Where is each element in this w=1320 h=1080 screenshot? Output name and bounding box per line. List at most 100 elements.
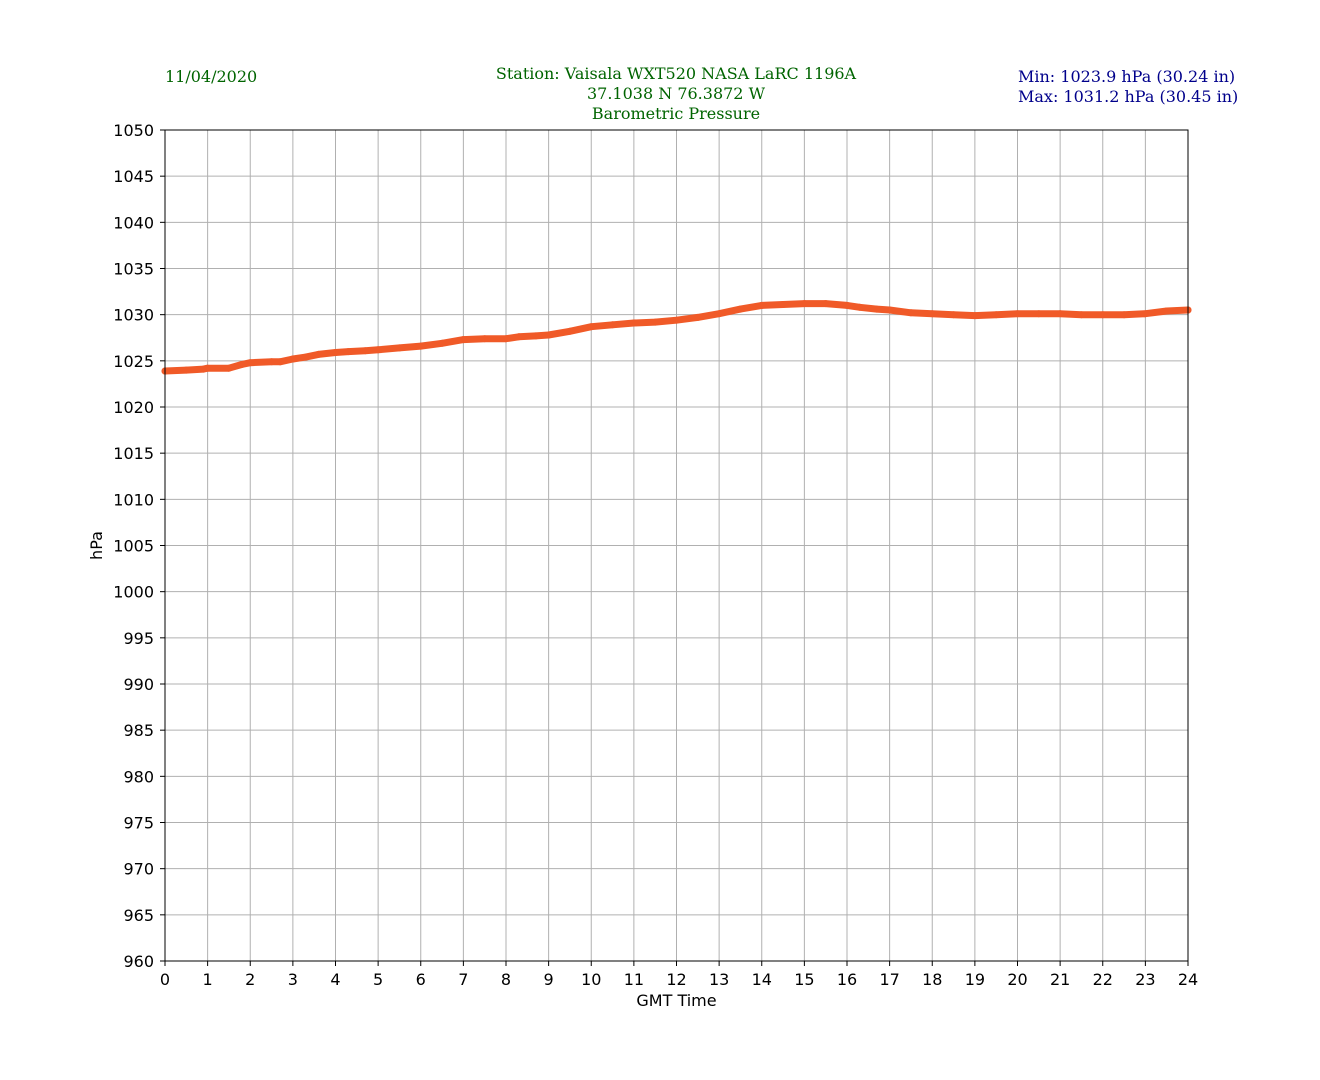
x-tick-label-6: 6 [416, 970, 426, 989]
data-point-14 [361, 347, 369, 355]
chart-header: Station: Vaisala WXT520 NASA LaRC 1196A … [496, 64, 856, 124]
y-tick-label-1050: 1050 [113, 121, 154, 140]
x-axis-label: GMT Time [636, 991, 716, 1010]
data-point-19 [459, 336, 467, 344]
y-tick-label-1040: 1040 [113, 213, 154, 232]
data-point-7 [268, 358, 276, 366]
y-tick-label-1035: 1035 [113, 260, 154, 279]
y-tick-label-1005: 1005 [113, 537, 154, 556]
x-tick-label-9: 9 [544, 970, 554, 989]
data-point-46 [992, 311, 1000, 319]
data-point-28 [630, 319, 638, 327]
min-max-stats: Min: 1023.9 hPa (30.24 in) Max: 1031.2 h… [1018, 67, 1238, 107]
data-point-35 [779, 301, 787, 308]
data-point-33 [736, 305, 744, 313]
data-point-27 [609, 321, 617, 329]
x-tick-label-16: 16 [837, 970, 857, 989]
data-point-43 [928, 310, 936, 318]
x-tick-label-5: 5 [373, 970, 383, 989]
data-point-41 [886, 306, 894, 314]
y-tick-label-1010: 1010 [113, 490, 154, 509]
data-point-8 [276, 358, 284, 366]
x-tick-label-0: 0 [160, 970, 170, 989]
data-point-25 [566, 327, 574, 335]
min-value: Min: 1023.9 hPa (30.24 in) [1018, 67, 1236, 86]
y-tick-label-1025: 1025 [113, 352, 154, 371]
chart-title: Barometric Pressure [591, 104, 761, 123]
x-tick-label-17: 17 [879, 970, 899, 989]
data-point-1 [182, 366, 190, 374]
data-point-42 [907, 309, 915, 317]
data-point-4 [225, 364, 233, 372]
x-tick-label-7: 7 [458, 970, 468, 989]
data-point-10 [302, 353, 310, 361]
x-axis: 0 1 2 3 4 5 6 7 8 9 10 11 12 13 14 15 16 17 18 19 20 21 22 23 24 [160, 961, 1198, 989]
x-tick-label-1: 1 [203, 970, 213, 989]
series-layer [161, 300, 1192, 375]
data-point-47 [1014, 310, 1021, 318]
data-point-45 [971, 312, 979, 320]
data-point-3 [204, 364, 212, 372]
data-point-22 [515, 333, 523, 341]
data-point-36 [800, 300, 808, 308]
x-tick-label-14: 14 [752, 970, 772, 989]
data-point-48 [1035, 310, 1043, 318]
x-tick-label-3: 3 [288, 970, 298, 989]
data-point-30 [673, 316, 680, 324]
x-tick-label-22: 22 [1093, 970, 1113, 989]
data-point-12 [332, 349, 339, 356]
y-tick-label-970: 970 [123, 860, 154, 879]
data-point-39 [856, 303, 864, 311]
data-point-16 [395, 344, 403, 352]
y-axis: 960 965 970 975 980 985 990 995 1000 1005 1010 1015… [113, 121, 165, 971]
x-tick-label-12: 12 [666, 970, 686, 989]
data-point-31 [694, 313, 702, 321]
y-tick-label-965: 965 [123, 906, 154, 925]
chart-date: 11/04/2020 [165, 67, 258, 86]
data-point-9 [289, 355, 297, 363]
data-point-21 [502, 335, 510, 343]
data-point-53 [1141, 310, 1149, 318]
data-point-29 [651, 318, 659, 326]
x-tick-label-15: 15 [794, 970, 814, 989]
data-point-20 [481, 335, 489, 343]
x-tick-label-20: 20 [1007, 970, 1027, 989]
x-tick-label-21: 21 [1050, 970, 1070, 989]
x-tick-label-4: 4 [330, 970, 340, 989]
data-point-37 [822, 300, 830, 308]
y-tick-label-1045: 1045 [113, 167, 154, 186]
data-point-32 [715, 310, 723, 318]
y-tick-label-975: 975 [123, 814, 154, 833]
y-tick-label-1020: 1020 [113, 398, 154, 417]
x-tick-label-24: 24 [1178, 970, 1198, 989]
data-point-17 [417, 342, 425, 350]
x-tick-label-13: 13 [709, 970, 729, 989]
y-tick-label-985: 985 [123, 721, 154, 740]
data-point-11 [314, 350, 322, 358]
data-point-18 [438, 339, 446, 347]
station-coordinates: 37.1038 N 76.3872 W [586, 84, 766, 103]
data-point-13 [344, 348, 352, 356]
data-point-54 [1163, 307, 1171, 315]
x-tick-label-2: 2 [245, 970, 255, 989]
data-point-15 [374, 346, 382, 354]
x-tick-label-23: 23 [1135, 970, 1155, 989]
data-point-34 [758, 301, 766, 309]
data-point-5 [238, 361, 246, 368]
data-point-26 [587, 323, 595, 331]
data-point-49 [1056, 310, 1064, 318]
station-name: Station: Vaisala WXT520 NASA LaRC 1196A [495, 64, 857, 83]
max-value: Max: 1031.2 hPa (30.45 in) [1018, 87, 1239, 106]
x-tick-label-10: 10 [581, 970, 601, 989]
y-tick-label-980: 980 [123, 767, 154, 786]
y-tick-label-1030: 1030 [113, 306, 154, 325]
data-point-51 [1099, 311, 1107, 319]
data-point-24 [545, 331, 553, 339]
y-tick-label-1000: 1000 [113, 583, 154, 602]
data-point-40 [873, 305, 881, 313]
x-tick-label-11: 11 [624, 970, 644, 989]
y-tick-label-995: 995 [123, 629, 154, 648]
data-point-38 [843, 301, 851, 309]
grid [164, 129, 1189, 962]
